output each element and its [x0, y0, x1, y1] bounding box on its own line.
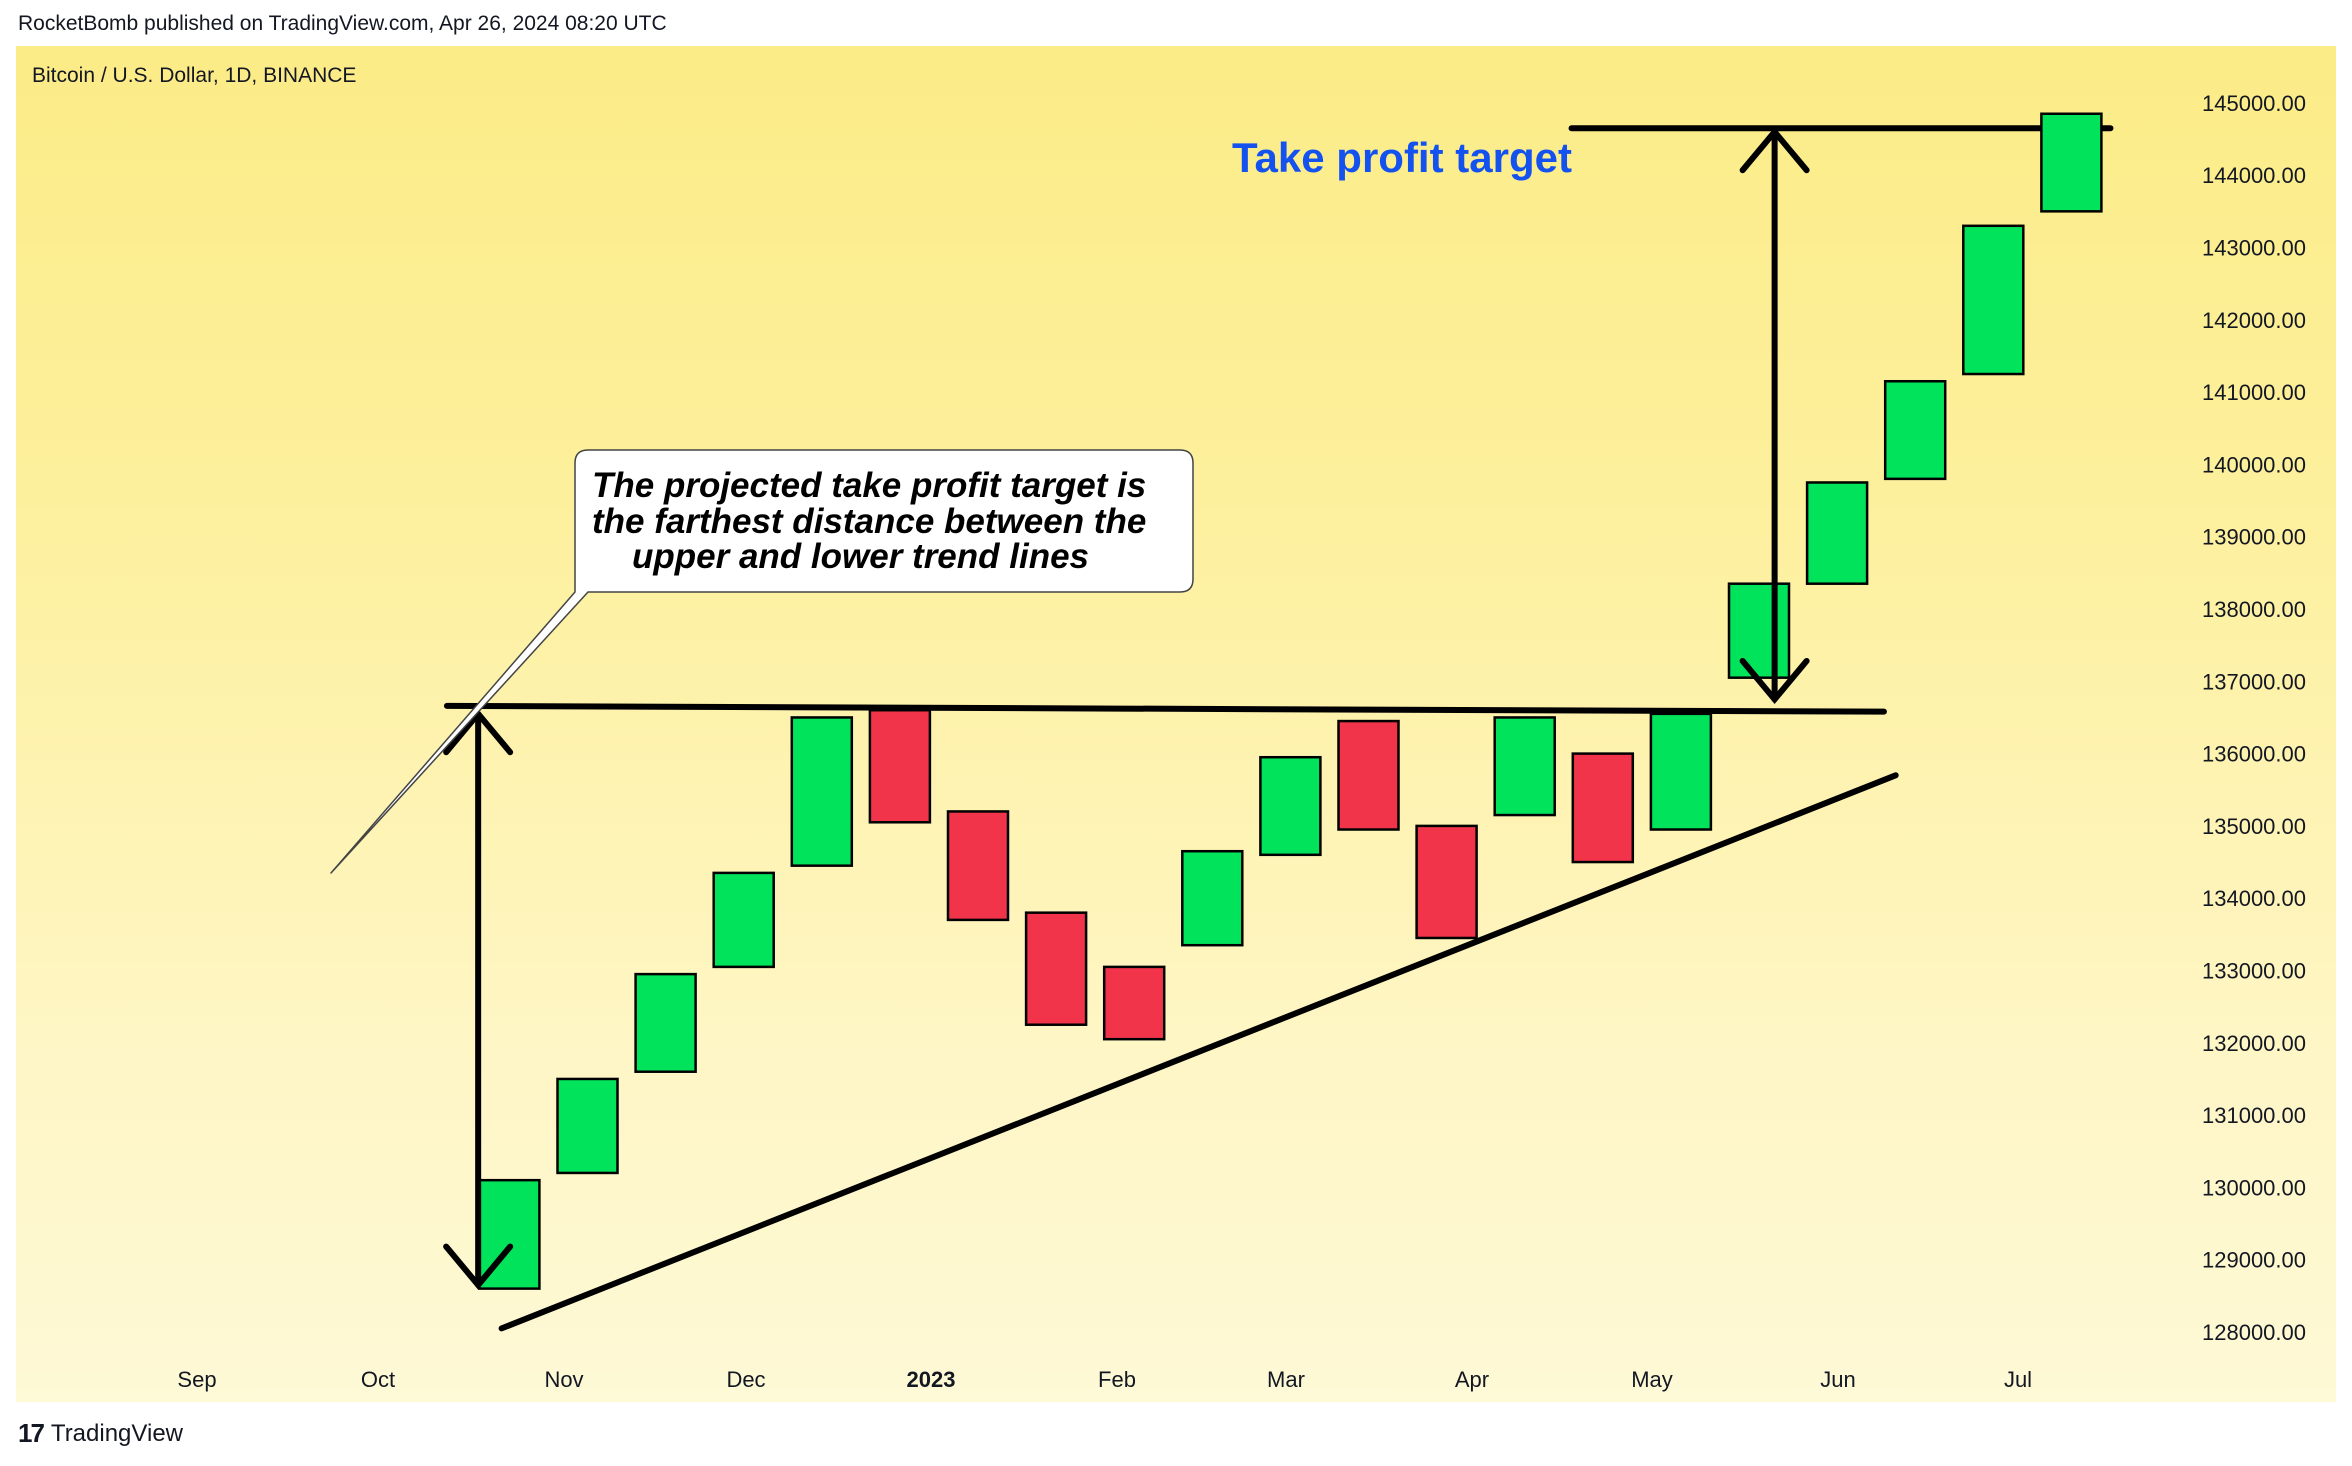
y-tick-label: 134000.00	[2202, 886, 2306, 911]
y-tick-label: 142000.00	[2202, 308, 2306, 333]
candle-down	[868, 708, 932, 824]
candle-up	[1962, 224, 2025, 376]
y-tick-label: 139000.00	[2202, 525, 2306, 550]
y-tick-label: 141000.00	[2202, 380, 2306, 405]
candle-down	[1102, 965, 1166, 1041]
candle-up	[556, 1077, 619, 1175]
candles-layer	[478, 112, 2103, 1290]
x-tick-label: Jul	[2004, 1367, 2032, 1392]
candle-up	[1883, 380, 1947, 481]
trend-lines-layer	[443, 125, 2114, 1332]
candle-up	[2040, 112, 2103, 213]
take-profit-label: Take profit target	[1232, 134, 1572, 181]
x-axis: Sep Oct Nov Dec 2023 Feb Mar Apr May Jun Jul	[177, 1367, 2032, 1392]
tradingview-logo-icon: 17	[18, 1418, 45, 1448]
callout-bubble	[330, 449, 1194, 874]
y-tick-label: 144000.00	[2202, 163, 2306, 188]
candle-up	[1727, 582, 1791, 679]
x-tick-label: 2023	[907, 1367, 956, 1392]
tradingview-footer[interactable]: 17 TradingView	[18, 1418, 183, 1449]
candle-down	[1024, 911, 1088, 1026]
projection-arrow	[1739, 127, 1810, 705]
candle-up	[712, 871, 775, 969]
publisher-line: RocketBomb published on TradingView.com,…	[18, 12, 667, 35]
y-tick-label: 137000.00	[2202, 669, 2306, 694]
candle-down	[1415, 824, 1478, 940]
y-tick-label: 138000.00	[2202, 597, 2306, 622]
candle-up	[634, 972, 697, 1073]
x-tick-label: Apr	[1455, 1367, 1489, 1392]
y-tick-label: 133000.00	[2202, 959, 2306, 984]
candle-down	[946, 810, 1010, 922]
candle-up	[1259, 755, 1322, 857]
x-tick-label: Feb	[1098, 1367, 1136, 1392]
y-tick-label: 136000.00	[2202, 742, 2306, 767]
y-tick-label: 128000.00	[2202, 1320, 2306, 1345]
lower-trend-line	[498, 772, 1899, 1332]
callout-text-line: the farthest distance between the	[592, 502, 1146, 541]
x-tick-label: Jun	[1820, 1367, 1855, 1392]
candle-down	[1337, 719, 1400, 831]
y-tick-label: 132000.00	[2202, 1031, 2306, 1056]
candle-up	[1181, 849, 1244, 947]
candle-up	[1493, 716, 1556, 817]
arrows-layer: Take profit target	[443, 127, 1810, 1290]
y-axis: 145000.00 144000.00 143000.00 142000.00 1410…	[2202, 91, 2306, 1345]
candle-up	[1805, 481, 1869, 585]
y-tick-label: 145000.00	[2202, 91, 2306, 116]
brand-name: TradingView	[50, 1419, 183, 1447]
y-tick-label: 130000.00	[2202, 1175, 2306, 1200]
candle-up	[1649, 712, 1713, 831]
y-tick-label: 131000.00	[2202, 1103, 2306, 1128]
x-tick-label: Dec	[726, 1367, 765, 1392]
candle-up	[790, 716, 854, 867]
callout-text-line: The projected take profit target is	[592, 466, 1146, 505]
price-chart[interactable]: Take profit target The projected take pr…	[0, 0, 2352, 1410]
x-tick-label: May	[1631, 1367, 1673, 1392]
callout-text-line: upper and lower trend lines	[632, 537, 1089, 576]
x-tick-label: Nov	[544, 1367, 583, 1392]
symbol-title: Bitcoin / U.S. Dollar, 1D, BINANCE	[32, 64, 357, 87]
x-tick-label: Oct	[361, 1367, 395, 1392]
y-tick-label: 129000.00	[2202, 1248, 2306, 1273]
x-tick-label: Mar	[1267, 1367, 1305, 1392]
x-tick-label: Sep	[177, 1367, 216, 1392]
pattern-height-arrow	[443, 709, 514, 1290]
y-tick-label: 140000.00	[2202, 452, 2306, 477]
upper-trend-line	[443, 702, 1887, 715]
y-tick-label: 135000.00	[2202, 814, 2306, 839]
y-tick-label: 143000.00	[2202, 236, 2306, 261]
candle-down	[1571, 752, 1635, 864]
chart-panel[interactable]	[16, 46, 2336, 1402]
